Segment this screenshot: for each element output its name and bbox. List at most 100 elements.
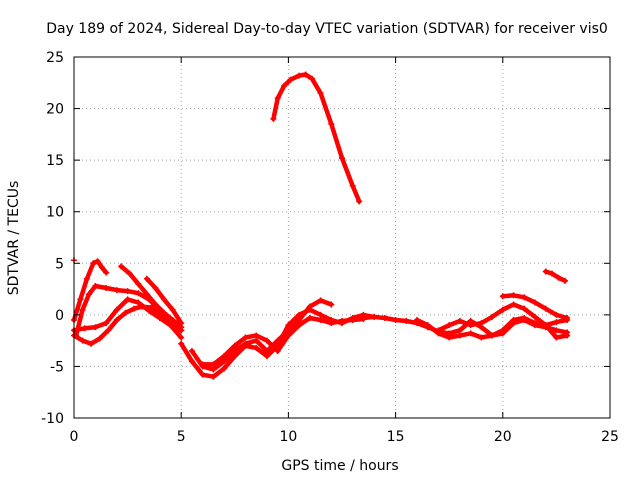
- data-point: [564, 314, 571, 321]
- data-point: [531, 313, 538, 320]
- data-point: [83, 275, 90, 282]
- series-arc-10: [270, 71, 363, 205]
- data-point: [499, 306, 506, 313]
- data-point: [124, 288, 131, 295]
- data-point: [553, 311, 560, 318]
- data-point: [169, 306, 176, 313]
- data-point: [161, 309, 168, 316]
- data-point: [98, 264, 105, 271]
- data-point: [371, 313, 378, 320]
- data-point: [188, 347, 195, 354]
- data-point: [178, 334, 185, 341]
- data-point: [510, 292, 517, 299]
- data-point: [253, 337, 260, 344]
- data-point: [339, 155, 345, 162]
- x-axis-label: GPS time / hours: [281, 458, 398, 474]
- data-point: [356, 198, 363, 205]
- data-point: [231, 347, 238, 354]
- data-point: [296, 72, 303, 79]
- data-point: [306, 314, 313, 321]
- data-point: [510, 301, 517, 308]
- data-point: [499, 293, 506, 300]
- data-point: [79, 337, 86, 344]
- data-point: [302, 71, 309, 78]
- data-point: [221, 358, 228, 365]
- data-point: [253, 344, 260, 351]
- y-tick-label: 5: [55, 256, 64, 272]
- y-tick-label: 0: [55, 308, 64, 324]
- x-tick-label: 0: [70, 429, 79, 445]
- data-point: [446, 322, 453, 329]
- x-tick-label: 15: [387, 429, 405, 445]
- x-tick-label: 10: [279, 429, 297, 445]
- data-series: [71, 71, 571, 380]
- data-point: [499, 327, 506, 334]
- data-point: [161, 296, 168, 303]
- data-point: [521, 305, 528, 312]
- data-point: [287, 76, 294, 83]
- series-arc-13: [435, 301, 571, 341]
- data-point: [124, 296, 131, 303]
- data-point: [467, 322, 474, 329]
- data-point: [253, 332, 260, 339]
- data-point: [306, 303, 313, 310]
- data-point: [542, 305, 549, 312]
- chart-title: Day 189 of 2024, Sidereal Day-to-day VTE…: [46, 21, 608, 37]
- series-arc-5: [118, 263, 185, 331]
- data-point: [339, 318, 345, 325]
- data-point: [210, 361, 217, 368]
- data-point: [285, 332, 292, 339]
- data-point: [92, 324, 99, 331]
- y-tick-label: -5: [50, 359, 64, 375]
- data-point: [414, 317, 421, 324]
- data-point: [178, 320, 185, 327]
- data-point: [317, 317, 324, 324]
- data-point: [103, 269, 110, 276]
- data-point: [221, 365, 228, 372]
- data-point: [135, 280, 142, 287]
- data-point: [521, 314, 528, 321]
- data-point: [88, 340, 95, 347]
- data-point: [105, 327, 112, 334]
- data-point: [296, 317, 303, 324]
- data-point: [131, 305, 138, 312]
- data-point: [81, 325, 88, 332]
- data-point: [263, 337, 270, 344]
- data-point: [118, 263, 125, 270]
- x-tick-label: 25: [601, 429, 619, 445]
- data-point: [531, 320, 538, 327]
- data-point: [553, 319, 560, 326]
- data-point: [221, 353, 228, 360]
- data-point: [392, 317, 399, 324]
- x-tick-label: 20: [494, 429, 512, 445]
- series-line: [200, 315, 366, 367]
- data-point: [274, 347, 281, 354]
- data-point: [317, 90, 324, 97]
- data-point: [564, 332, 571, 339]
- data-point: [152, 285, 159, 292]
- data-point: [456, 332, 463, 339]
- series-line: [189, 298, 334, 372]
- data-point: [456, 318, 463, 325]
- data-point: [274, 95, 281, 102]
- data-point: [281, 82, 288, 89]
- data-point: [521, 294, 528, 301]
- data-point: [349, 182, 356, 189]
- series-arc-15: [542, 268, 568, 284]
- data-point: [360, 314, 367, 321]
- data-point: [328, 320, 335, 327]
- series-arc-8: [188, 297, 335, 373]
- data-point: [553, 334, 560, 341]
- y-tick-label: -10: [41, 411, 64, 427]
- plot-frame: [73, 56, 611, 419]
- data-point: [531, 299, 538, 306]
- data-point: [94, 258, 101, 265]
- data-point: [103, 320, 110, 327]
- data-point: [79, 306, 86, 313]
- series-arc-1: [71, 258, 110, 324]
- series-arc-4: [71, 303, 185, 347]
- data-point: [561, 277, 568, 284]
- data-point: [210, 373, 217, 380]
- data-point: [122, 309, 129, 316]
